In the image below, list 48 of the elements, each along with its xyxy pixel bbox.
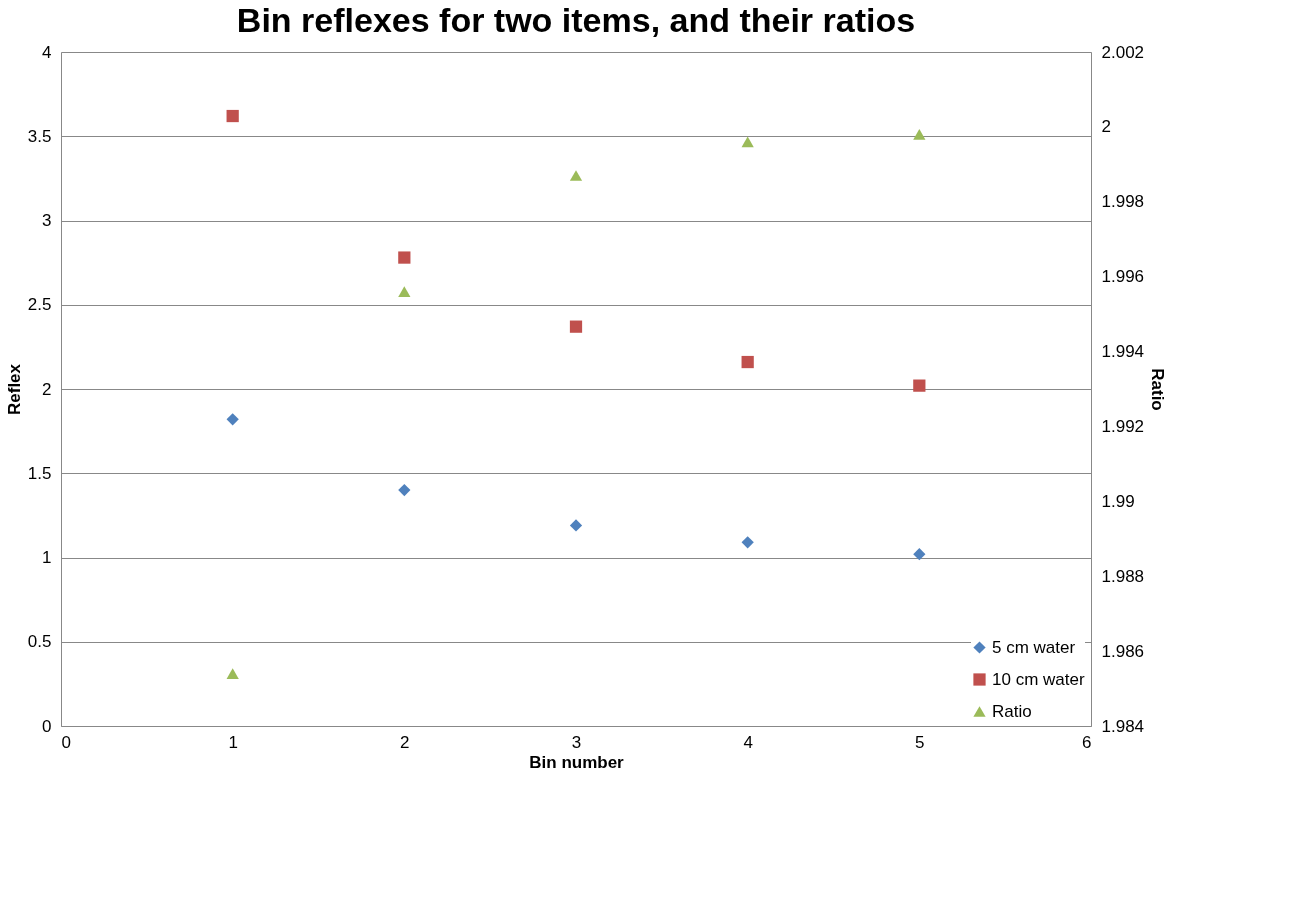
point (741, 355, 754, 369)
y2-tick-label: 1.986 (1101, 641, 1145, 661)
point (398, 286, 411, 297)
point (741, 536, 754, 549)
y-tick-label: 3.5 (27, 126, 52, 146)
y2-tick-label: 1.988 (1101, 566, 1145, 586)
x-tick-label: 6 (1082, 732, 1092, 752)
y-tick-label: 0 (42, 716, 52, 736)
point (569, 519, 583, 532)
y2-tick-label: 1.992 (1101, 416, 1145, 436)
y2-tick-label: 2.002 (1101, 42, 1145, 62)
point (569, 170, 583, 181)
point (741, 136, 754, 148)
point (226, 668, 239, 679)
point (569, 320, 583, 333)
x-axis-title: Bin number (529, 752, 625, 772)
point (913, 548, 926, 561)
y-tick-label: 0.5 (27, 632, 52, 652)
x-tick-label: 4 (743, 732, 753, 752)
point (398, 483, 411, 497)
x-tick-label: 5 (915, 732, 925, 752)
x-tick-label: 2 (400, 732, 410, 752)
y2-tick-label: 1.994 (1101, 342, 1145, 362)
legend-label: 5 cm water (992, 637, 1076, 657)
point (226, 413, 239, 426)
y-tick-label: 2 (42, 379, 52, 399)
point (913, 129, 926, 140)
point (226, 109, 239, 123)
y2-tick-label: 1.998 (1101, 192, 1145, 212)
x-tick-label: 1 (228, 732, 238, 752)
y2-tick-label: 1.996 (1101, 267, 1145, 287)
legend-label: Ratio (992, 701, 1032, 721)
y-tick-label: 4 (42, 42, 52, 62)
y-tick-label: 3 (42, 211, 52, 230)
point (913, 379, 926, 392)
point (398, 251, 411, 264)
legend-label: 10 cm water (992, 669, 1085, 689)
chart-title: Bin reflexes for two items, and their ratios (236, 1, 916, 39)
y2-axis-title: Ratio (1148, 368, 1168, 411)
y2-tick-label: 1.984 (1101, 716, 1145, 736)
y-tick-label: 1 (42, 548, 52, 567)
y-axis-title: Reflex (4, 363, 24, 416)
x-tick-label: 0 (61, 732, 71, 752)
y-tick-label: 1.5 (27, 463, 52, 483)
x-tick-label: 3 (571, 732, 582, 752)
y-tick-label: 2.5 (27, 295, 52, 315)
y2-tick-label: 2 (1101, 117, 1111, 137)
y2-tick-label: 1.99 (1101, 491, 1135, 511)
